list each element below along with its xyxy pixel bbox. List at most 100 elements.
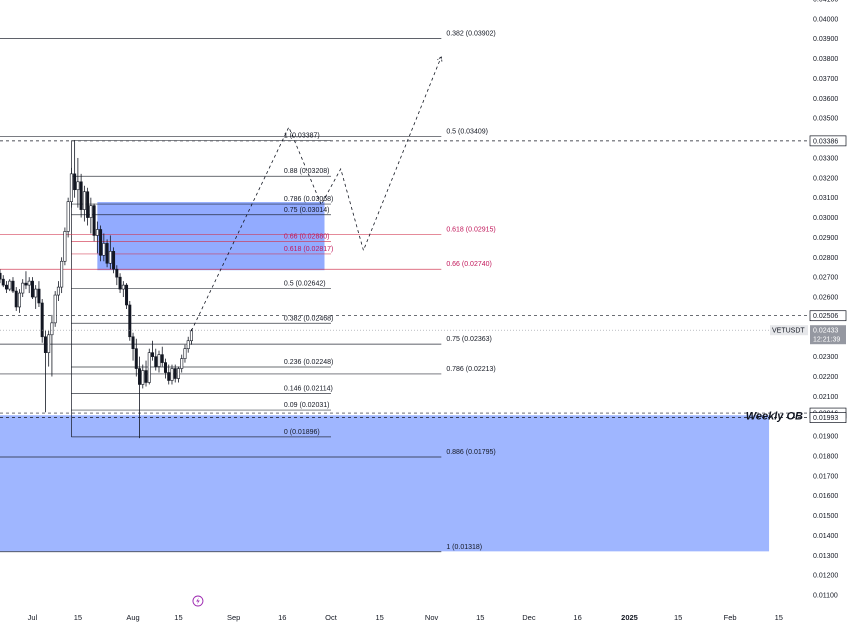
current-price-label: 0.02433 — [813, 328, 838, 335]
order-block-box — [97, 202, 325, 271]
candle-body — [53, 294, 57, 324]
candle-body — [30, 280, 34, 298]
fib-level-label: 0.75 (0.02363) — [446, 336, 492, 343]
time-tick-label: Nov — [425, 613, 439, 622]
price-tick-label: 0.02900 — [813, 235, 838, 242]
fib-level-label: 0.618 (0.02817) — [284, 246, 333, 253]
fib-level-label: 0.236 (0.02248) — [284, 359, 333, 366]
fib-labels: 1 (0.03387) 0.88 (0.03208) 0.786 (0.03068)… — [284, 30, 496, 550]
time-tick-label: 2025 — [621, 613, 638, 622]
price-tick-label: 0.01400 — [813, 533, 838, 540]
price-tick-label: 0.03300 — [813, 155, 838, 162]
price-badge — [809, 135, 847, 147]
price-tick-label: 0.03900 — [813, 36, 838, 43]
current-price-badge — [810, 325, 846, 345]
time-axis[interactable]: Jul 15 Aug 15 Sep 16 Oct 15 Nov 15 Dec 16 2025 15 Feb 1… — [28, 613, 783, 622]
time-tick-label: 16 — [573, 613, 581, 622]
candle-body — [86, 191, 90, 218]
price-tick-label: 0.01600 — [813, 493, 838, 500]
candle-body — [176, 368, 180, 379]
price-tick-label: 0.01700 — [813, 473, 838, 480]
candle-body — [95, 229, 99, 236]
candle-body — [108, 251, 112, 264]
price-tick-label: 0.04100 — [813, 0, 838, 4]
candle-body — [170, 368, 174, 381]
candle-body — [154, 356, 158, 367]
candle-body — [82, 191, 86, 210]
time-tick-label: 15 — [174, 613, 182, 622]
price-badge-label: 0.02506 — [813, 313, 838, 320]
candle-body — [186, 340, 190, 349]
candle-body — [92, 205, 96, 236]
fib-level-label: 0.75 (0.03014) — [284, 207, 330, 214]
time-tick-label: Feb — [724, 613, 737, 622]
projection-arrowhead — [437, 55, 443, 62]
candle-body — [34, 288, 38, 298]
candle-body — [24, 282, 28, 286]
price-tick-label: 0.03500 — [813, 116, 838, 123]
fib-level-label: 0.618 (0.02915) — [446, 226, 495, 233]
fib-level-label: 1 (0.03387) — [284, 133, 320, 140]
time-tick-label: 15 — [674, 613, 682, 622]
horizontal-levels — [0, 37, 808, 553]
price-tick-label: 0.02200 — [813, 374, 838, 381]
fib-level-label: 0.146 (0.02114) — [284, 386, 333, 393]
candle-body — [50, 322, 54, 336]
time-tick-label: 16 — [278, 613, 286, 622]
fib-level-label: 0.786 (0.03068) — [284, 196, 333, 203]
candle-body — [40, 302, 44, 338]
price-tick-label: 0.02100 — [813, 394, 838, 401]
symbol-label: VETUSDT — [772, 328, 805, 335]
candle-body — [151, 352, 155, 357]
candle-body — [4, 284, 8, 290]
fib-level-label: 0 (0.01896) — [284, 429, 320, 436]
candle-body — [144, 370, 148, 383]
price-tick-label: 0.01300 — [813, 553, 838, 560]
candle-body — [128, 304, 132, 338]
time-tick-label: 15 — [375, 613, 383, 622]
price-tick-label: 0.03000 — [813, 215, 838, 222]
candle-body — [138, 368, 142, 385]
candle-body — [173, 368, 177, 379]
candle-body — [141, 370, 145, 385]
zone-boxes — [0, 202, 770, 552]
lightning-bolt — [196, 597, 200, 605]
price-axis[interactable]: 0.04100 0.04000 0.03900 0.03800 0.03700 0.036… — [0, 0, 847, 600]
candle-body — [21, 282, 25, 294]
time-tick-label: Dec — [522, 613, 536, 622]
price-tick-label: 0.03600 — [813, 96, 838, 103]
price-tick-label: 0.01100 — [813, 593, 838, 600]
price-tick-label: 0.02700 — [813, 275, 838, 282]
candle-body — [89, 205, 93, 218]
candle-body — [11, 280, 15, 292]
time-tick-label: 15 — [775, 613, 783, 622]
price-tick-label: 0.01900 — [813, 434, 838, 441]
price-badge — [809, 310, 847, 322]
candle-body — [66, 201, 70, 232]
fib-level-label: 0.09 (0.02031) — [284, 402, 330, 409]
time-tick-label: Oct — [325, 613, 338, 622]
fib-level-label: 0.786 (0.02213) — [446, 366, 495, 373]
candle-body — [0, 272, 2, 280]
candle-body — [167, 372, 171, 381]
candle-body — [102, 243, 106, 256]
candle-body — [1, 278, 5, 286]
candle-body — [115, 268, 119, 278]
candle-body — [17, 292, 21, 308]
price-tick-label: 0.03700 — [813, 76, 838, 83]
candle-body — [189, 330, 193, 342]
symbol-badge — [770, 325, 808, 336]
price-tick-label: 0.02800 — [813, 255, 838, 262]
price-tick-label: 0.03200 — [813, 175, 838, 182]
candle-body — [163, 362, 167, 373]
weekly-ob-annotation: Weekly OB — [746, 411, 803, 423]
candle-body — [180, 358, 184, 369]
candle-body — [157, 354, 161, 367]
fib-level-label: 0.66 (0.02740) — [446, 261, 492, 268]
time-tick-label: Jul — [28, 613, 38, 622]
candle-body — [79, 181, 83, 210]
candle-body — [99, 229, 103, 256]
weekly-ob-box — [0, 415, 770, 552]
lightning-icon[interactable] — [192, 595, 204, 607]
